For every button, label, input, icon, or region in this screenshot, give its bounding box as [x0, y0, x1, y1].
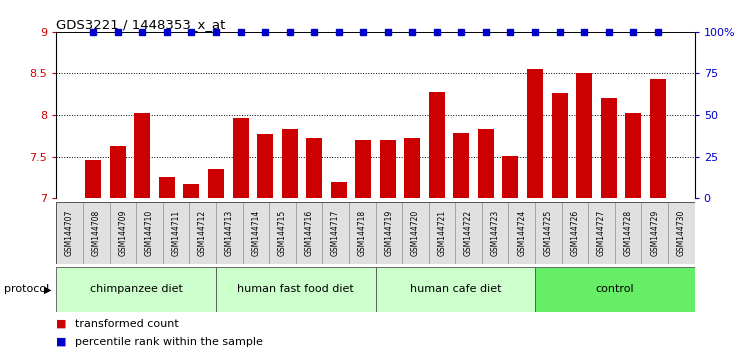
Bar [641, 202, 668, 264]
Bar [134, 113, 150, 354]
Bar [243, 202, 269, 264]
Text: GSM144720: GSM144720 [411, 210, 420, 256]
Text: GSM144715: GSM144715 [278, 210, 287, 256]
Text: GSM144728: GSM144728 [623, 210, 632, 256]
Text: GSM144727: GSM144727 [597, 210, 606, 256]
Text: GSM144725: GSM144725 [544, 210, 553, 256]
Text: GSM144716: GSM144716 [304, 210, 313, 256]
Bar [576, 73, 592, 354]
Text: GSM144721: GSM144721 [438, 210, 447, 256]
Bar [56, 267, 216, 312]
Text: GSM144717: GSM144717 [331, 210, 340, 256]
Bar [535, 267, 695, 312]
Bar [159, 177, 175, 354]
Text: protocol: protocol [4, 284, 49, 295]
Bar [482, 202, 508, 264]
Bar [163, 202, 189, 264]
Text: GSM144718: GSM144718 [357, 210, 366, 256]
Bar [478, 129, 494, 354]
Bar [404, 138, 421, 354]
Bar [322, 202, 349, 264]
Bar [349, 202, 376, 264]
Bar [562, 202, 588, 264]
Bar [668, 202, 695, 264]
Bar [551, 93, 568, 354]
Text: GSM144710: GSM144710 [145, 210, 154, 256]
Text: transformed count: transformed count [75, 319, 179, 329]
Bar [233, 118, 249, 354]
Bar [429, 202, 455, 264]
Bar [380, 140, 396, 354]
Bar [650, 79, 665, 354]
Bar [625, 113, 641, 354]
Text: human fast food diet: human fast food diet [237, 284, 354, 295]
Text: ▶: ▶ [44, 284, 51, 295]
Bar [355, 140, 371, 354]
Text: GSM144707: GSM144707 [65, 210, 74, 256]
Text: percentile rank within the sample: percentile rank within the sample [75, 337, 263, 347]
Bar [136, 202, 163, 264]
Bar [269, 202, 296, 264]
Text: GSM144713: GSM144713 [225, 210, 234, 256]
Bar [508, 202, 535, 264]
Bar [83, 202, 110, 264]
Bar [455, 202, 482, 264]
Bar [257, 134, 273, 354]
Bar [588, 202, 615, 264]
Text: GSM144722: GSM144722 [464, 210, 473, 256]
Bar [376, 267, 535, 312]
Bar [535, 202, 562, 264]
Bar [306, 137, 322, 354]
Text: ■: ■ [56, 319, 67, 329]
Bar [216, 267, 376, 312]
Text: ■: ■ [56, 337, 67, 347]
Text: GSM144730: GSM144730 [677, 210, 686, 256]
Bar [208, 169, 224, 354]
Text: GSM144709: GSM144709 [119, 210, 128, 256]
Bar [296, 202, 322, 264]
Text: GSM144729: GSM144729 [650, 210, 659, 256]
Bar [183, 184, 200, 354]
Text: GSM144708: GSM144708 [92, 210, 101, 256]
Bar [615, 202, 641, 264]
Text: GSM144726: GSM144726 [571, 210, 580, 256]
Bar [282, 129, 297, 354]
Bar [189, 202, 216, 264]
Text: control: control [596, 284, 634, 295]
Bar [601, 98, 617, 354]
Text: GSM144714: GSM144714 [252, 210, 261, 256]
Text: GSM144719: GSM144719 [385, 210, 394, 256]
Bar [56, 202, 83, 264]
Text: GSM144724: GSM144724 [517, 210, 526, 256]
Bar [402, 202, 429, 264]
Bar [429, 92, 445, 354]
Bar [330, 182, 347, 354]
Bar [110, 202, 136, 264]
Text: GSM144723: GSM144723 [490, 210, 499, 256]
Text: GSM144711: GSM144711 [171, 210, 180, 256]
Bar [454, 133, 469, 354]
Bar [86, 160, 101, 354]
Bar [216, 202, 243, 264]
Text: chimpanzee diet: chimpanzee diet [89, 284, 182, 295]
Text: human cafe diet: human cafe diet [409, 284, 501, 295]
Text: GSM144712: GSM144712 [198, 210, 207, 256]
Bar [376, 202, 402, 264]
Bar [527, 69, 543, 354]
Bar [502, 156, 518, 354]
Bar [110, 146, 126, 354]
Text: GDS3221 / 1448353_x_at: GDS3221 / 1448353_x_at [56, 18, 226, 31]
